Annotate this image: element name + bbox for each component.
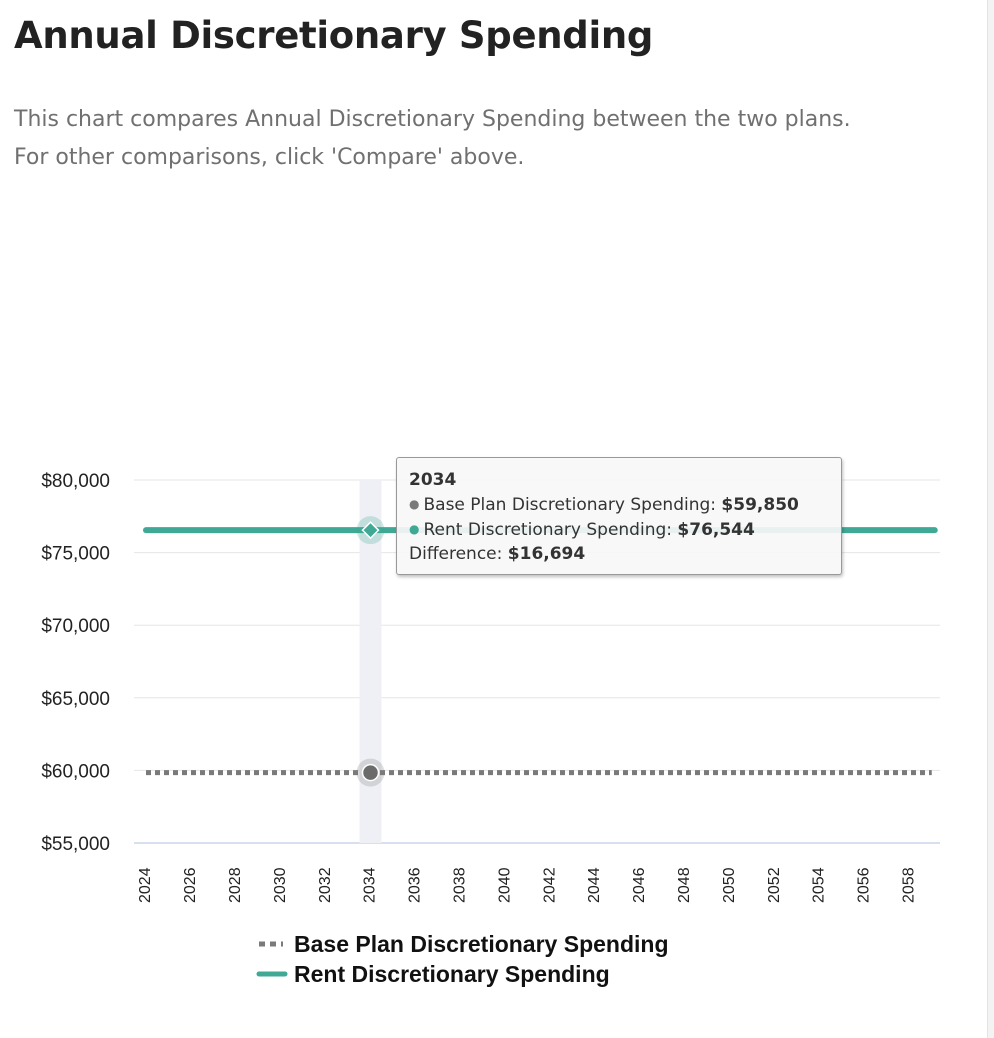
- x-tick-label: 2038: [452, 867, 469, 903]
- tooltip-rent-dot-icon: ●: [409, 522, 420, 536]
- x-axis-ticks: 2024 2026 2028 2030 2032 2034 2036 2038 2040 2042…: [137, 867, 917, 903]
- chart-tooltip: 2034 ● Base Plan Discretionary Spending: …: [396, 457, 842, 575]
- tooltip-rent-label: Rent Discretionary Spending:: [423, 520, 672, 540]
- description-line-2: For other comparisons, click 'Compare' a…: [14, 145, 525, 170]
- tooltip-base-dot-icon: ●: [409, 497, 420, 511]
- tooltip-base-row: ● Base Plan Discretionary Spending: $59,8…: [409, 492, 841, 517]
- x-tick-label: 2052: [766, 867, 783, 903]
- scrollbar-track[interactable]: [987, 0, 994, 1038]
- y-tick-label: $75,000: [41, 544, 110, 565]
- legend: Base Plan Discretionary Spending Rent Dis…: [256, 931, 669, 987]
- page-title: Annual Discretionary Spending: [14, 14, 654, 57]
- x-tick-label: 2034: [362, 867, 379, 903]
- y-tick-label: $80,000: [41, 471, 110, 492]
- tooltip-base-value: $59,850: [721, 495, 799, 515]
- x-tick-label: 2024: [137, 867, 154, 903]
- x-tick-label: 2056: [856, 867, 873, 903]
- rent-highlight-point: [361, 521, 380, 540]
- tooltip-year: 2034: [409, 470, 457, 490]
- x-tick-label: 2044: [586, 867, 603, 903]
- x-tick-label: 2058: [901, 867, 918, 903]
- tooltip-diff-label: Difference:: [409, 544, 503, 564]
- crosshair-band: [359, 480, 382, 843]
- base-highlight-point: [361, 763, 380, 782]
- description-line-1: This chart compares Annual Discretionary…: [14, 107, 851, 132]
- x-tick-label: 2050: [721, 867, 738, 903]
- legend-base-label: Base Plan Discretionary Spending: [294, 931, 669, 957]
- y-tick-label: $55,000: [41, 834, 110, 855]
- tooltip-rent-row: ● Rent Discretionary Spending: $76,544: [409, 517, 841, 542]
- tooltip-diff-row: Difference: $16,694: [409, 542, 841, 566]
- x-tick-label: 2048: [676, 867, 693, 903]
- x-tick-label: 2032: [317, 867, 334, 903]
- tooltip-base-label: Base Plan Discretionary Spending:: [423, 495, 717, 515]
- x-tick-label: 2036: [407, 867, 424, 903]
- y-tick-label: $60,000: [41, 761, 110, 782]
- x-tick-label: 2054: [811, 867, 828, 903]
- legend-rent-label: Rent Discretionary Spending: [294, 961, 610, 987]
- y-tick-label: $65,000: [41, 689, 110, 710]
- chart-description: This chart compares Annual Discretionary…: [14, 101, 954, 177]
- x-tick-label: 2042: [541, 867, 558, 903]
- x-tick-label: 2030: [272, 867, 289, 903]
- x-tick-label: 2040: [496, 867, 513, 903]
- tooltip-diff-value: $16,694: [507, 544, 586, 564]
- x-tick-label: 2028: [227, 867, 244, 903]
- y-axis-ticks: $55,000 $60,000 $65,000 $70,000 $75,000 $80,0…: [41, 471, 110, 855]
- y-tick-label: $70,000: [41, 616, 110, 637]
- tooltip-rent-value: $76,544: [677, 520, 755, 540]
- x-tick-label: 2046: [631, 867, 648, 903]
- x-tick-label: 2026: [182, 867, 199, 903]
